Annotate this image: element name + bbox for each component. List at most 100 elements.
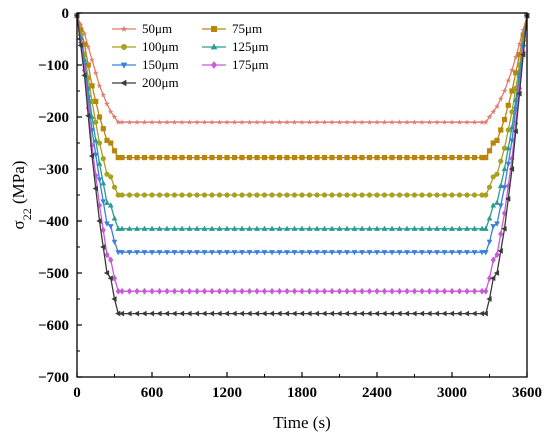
data-point (314, 119, 320, 125)
data-point (381, 310, 387, 317)
data-point (134, 192, 140, 198)
data-point (231, 310, 237, 317)
data-point (164, 192, 170, 198)
data-point (216, 154, 223, 161)
data-point (164, 154, 170, 161)
series-markers (74, 13, 530, 198)
data-point (396, 192, 403, 198)
data-point (239, 119, 245, 125)
data-point (194, 119, 200, 125)
data-point (239, 250, 245, 256)
data-point (141, 154, 148, 161)
data-point (351, 119, 358, 125)
data-point (201, 154, 208, 161)
data-point (104, 100, 110, 107)
x-tick-label: 3600 (512, 385, 542, 401)
data-point (486, 148, 493, 154)
data-point (486, 239, 493, 245)
data-point (404, 225, 410, 231)
data-point (419, 154, 425, 161)
data-point (126, 192, 133, 198)
data-point (216, 225, 223, 231)
data-point (119, 287, 125, 295)
data-point (501, 225, 507, 232)
data-point (366, 250, 373, 256)
data-point (179, 154, 185, 161)
data-point (463, 310, 470, 317)
data-point (306, 250, 313, 256)
data-point (366, 310, 372, 317)
data-point (328, 310, 335, 317)
data-point (291, 225, 298, 231)
data-point (111, 239, 118, 245)
data-point (329, 154, 335, 161)
data-point (351, 287, 358, 295)
data-point (194, 192, 200, 198)
series-75μm (74, 13, 530, 161)
data-point (96, 114, 103, 120)
data-point (497, 95, 504, 102)
data-point (374, 287, 380, 295)
data-point (498, 127, 504, 133)
data-point (163, 310, 170, 317)
data-point (411, 192, 418, 198)
data-point (141, 225, 148, 231)
data-point (456, 154, 463, 161)
data-point (464, 250, 470, 256)
data-point (141, 287, 148, 295)
data-point (456, 119, 463, 125)
data-point (344, 287, 350, 295)
data-point (336, 154, 343, 161)
data-point (486, 184, 493, 190)
data-point (344, 225, 350, 231)
data-point (419, 287, 425, 295)
data-point (291, 250, 298, 256)
data-point (426, 250, 433, 256)
data-point (336, 250, 343, 256)
data-point (100, 226, 106, 234)
y-tick-label: 0 (62, 6, 70, 22)
data-point (216, 119, 223, 125)
data-point (133, 310, 140, 317)
data-point (373, 310, 380, 317)
data-point (119, 250, 125, 256)
data-point (426, 225, 433, 231)
data-point (231, 192, 238, 198)
data-point (512, 54, 519, 60)
data-point (231, 287, 238, 295)
data-point (126, 287, 133, 295)
data-point (490, 224, 497, 230)
x-tick-label: 0 (73, 385, 81, 401)
data-point (516, 41, 523, 47)
data-point (186, 250, 193, 256)
data-point (389, 154, 395, 161)
legend-swatch-marker (210, 43, 218, 50)
data-point (374, 250, 380, 256)
data-point (254, 287, 260, 295)
data-point (209, 287, 215, 295)
data-point (493, 270, 500, 276)
data-point (254, 250, 260, 256)
data-point (434, 250, 440, 256)
data-point (336, 225, 343, 231)
data-point (93, 172, 99, 179)
data-point (351, 192, 358, 198)
data-point (194, 225, 200, 231)
data-point (505, 161, 512, 167)
data-point (482, 225, 489, 231)
data-point (336, 119, 343, 125)
data-point (100, 180, 107, 186)
data-point (276, 287, 283, 295)
data-point (396, 250, 403, 256)
data-point (441, 192, 448, 198)
data-point (261, 192, 268, 198)
data-point (209, 154, 215, 161)
data-point (494, 171, 500, 177)
data-point (141, 192, 148, 198)
data-point (149, 119, 155, 125)
data-point (403, 310, 410, 317)
data-point (471, 192, 478, 198)
data-point (254, 225, 260, 231)
series-100μm (74, 13, 530, 198)
data-point (306, 225, 313, 231)
